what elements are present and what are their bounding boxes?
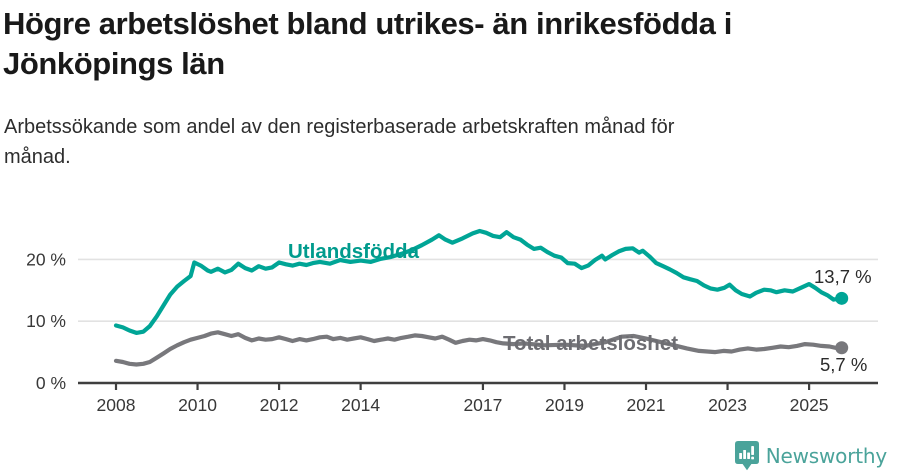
- series-end-value: 5,7 %: [820, 354, 867, 375]
- page-title: Högre arbetslöshet bland utrikes- än inr…: [3, 6, 732, 81]
- unemployment-line-chart: 2008 2010 2012 2014 2017 2019 2021 2023 2025 0 % 1…: [26, 228, 878, 415]
- series-end-dot: [835, 291, 849, 305]
- newsworthy-logo-icon: [734, 441, 759, 471]
- x-tick-label: 2025: [790, 395, 829, 415]
- series-end-value: 13,7 %: [814, 266, 872, 287]
- x-tick-label: 2008: [97, 395, 136, 415]
- series-line-utlandsfodda: [113, 228, 844, 335]
- x-tick-label: 2019: [545, 395, 584, 415]
- y-tick-label: 0 %: [36, 373, 66, 393]
- brand-footer: Newsworthy: [734, 441, 887, 471]
- x-tick-label: 2017: [463, 395, 502, 415]
- y-tick-label: 20 %: [26, 249, 66, 269]
- series-end-dot: [835, 341, 849, 355]
- chart-subtitle: Arbetssökande som andel av den registerb…: [4, 116, 675, 168]
- x-tick-label: 2014: [341, 395, 380, 415]
- series-label: Total arbetslöshet: [503, 332, 678, 355]
- brand-name: Newsworthy: [765, 444, 887, 468]
- y-tick-label: 10 %: [26, 311, 66, 331]
- series-line-total: [113, 330, 844, 367]
- x-tick-label: 2010: [178, 395, 217, 415]
- x-tick-label: 2012: [260, 395, 299, 415]
- x-tick-label: 2023: [708, 395, 747, 415]
- series-label: Utlandsfödda: [288, 240, 420, 263]
- x-tick-label: 2021: [627, 395, 666, 415]
